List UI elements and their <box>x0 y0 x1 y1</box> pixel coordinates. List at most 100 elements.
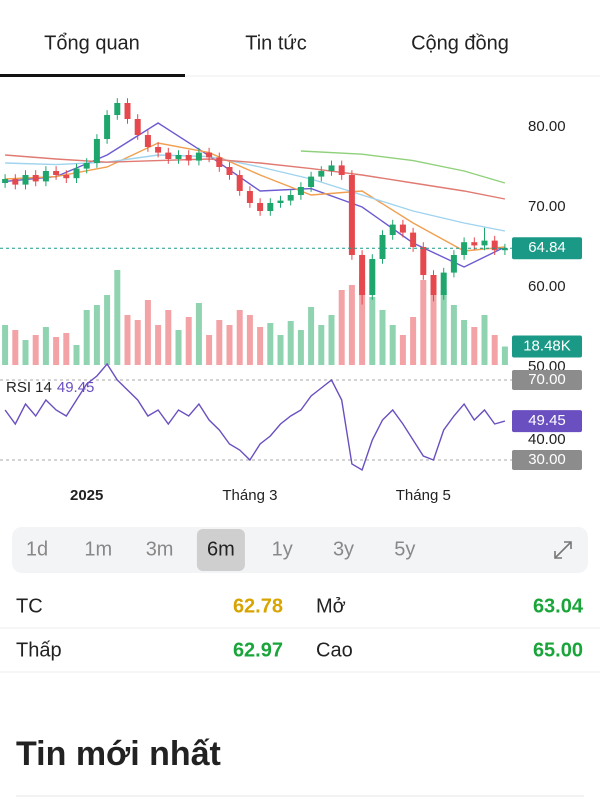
volume-bar <box>348 285 355 365</box>
x-tick-label: Tháng 5 <box>396 487 451 504</box>
volume-bar <box>359 275 366 365</box>
candle-body <box>287 195 294 201</box>
volume-bar <box>461 320 468 365</box>
volume-bar <box>318 325 325 365</box>
expand-icon[interactable] <box>554 541 572 559</box>
moving-average-line <box>5 122 506 268</box>
volume-bar <box>226 325 233 365</box>
candle-body <box>257 203 264 211</box>
rsi-tag-label: 49.45 <box>528 412 566 429</box>
period-selected <box>196 529 245 571</box>
candle-body <box>42 171 49 182</box>
volume-bar <box>440 290 447 365</box>
rsi-level-tag <box>512 450 582 470</box>
period-button[interactable]: 3y <box>333 538 354 560</box>
period-button[interactable]: 1y <box>272 538 293 560</box>
tab[interactable]: Tổng quan <box>44 32 140 54</box>
rsi-tick-label: 40.00 <box>528 431 566 448</box>
volume-bar <box>338 290 345 365</box>
rsi-tag <box>512 410 582 433</box>
volume-tag <box>512 335 582 358</box>
section-title: Tin mới nhất <box>16 735 221 773</box>
volume-bar <box>104 295 111 365</box>
candle-body <box>430 275 437 295</box>
candle-body <box>440 272 447 295</box>
candle-body <box>379 235 386 259</box>
rsi-legend-name: RSI 14 <box>6 379 52 396</box>
period-button[interactable]: 5y <box>394 538 415 560</box>
candle-body <box>410 232 417 247</box>
volume-bar <box>410 317 417 365</box>
volume-bar <box>195 303 202 365</box>
period-button[interactable]: 1d <box>26 538 48 560</box>
candle-body <box>450 255 457 273</box>
volume-bar <box>246 315 253 365</box>
period-button[interactable]: 6m <box>207 538 235 560</box>
candle-body <box>124 103 131 119</box>
candle-body <box>175 155 182 159</box>
volume-bar <box>93 305 100 365</box>
y-tick-label: 60.00 <box>528 278 566 295</box>
stat-label: Mở <box>316 595 346 617</box>
period-button[interactable]: 1m <box>84 538 112 560</box>
tab[interactable]: Tin tức <box>245 32 307 54</box>
volume-bar <box>308 307 315 365</box>
volume-bar <box>471 327 478 365</box>
volume-bar <box>450 305 457 365</box>
candle-body <box>144 135 151 147</box>
period-bar <box>12 527 588 573</box>
stat-value: 62.78 <box>233 595 283 617</box>
volume-bar <box>144 300 151 365</box>
candle-body <box>226 167 233 175</box>
candle-body <box>297 187 304 195</box>
volume-bar <box>165 310 172 365</box>
candle-body <box>491 240 498 251</box>
candle-body <box>236 175 243 191</box>
candle-body <box>104 115 111 139</box>
tab-underline <box>0 74 185 77</box>
volume-bar <box>155 325 162 365</box>
candle-body <box>328 165 335 171</box>
candle-body <box>267 203 274 211</box>
candle-body <box>185 155 192 161</box>
candle-body <box>389 224 396 235</box>
plot-area <box>2 98 508 365</box>
volume-bar <box>2 325 9 365</box>
candle-body <box>399 224 406 233</box>
volume-bar <box>83 310 90 365</box>
candle-body <box>22 175 29 185</box>
stat-value: 63.04 <box>533 595 584 617</box>
volume-bar <box>73 345 80 365</box>
candle-body <box>501 248 508 251</box>
candle-body <box>206 152 213 158</box>
candle-body <box>32 175 39 182</box>
volume-bar <box>32 335 39 365</box>
volume-bar <box>22 340 29 365</box>
candle-body <box>318 171 325 177</box>
candle-body <box>277 200 284 203</box>
volume-bar <box>12 330 19 365</box>
y-tick-label: 80.00 <box>528 118 566 135</box>
candle-body <box>165 152 172 159</box>
candle-body <box>481 240 488 246</box>
rsi-legend-value: 49.45 <box>57 379 95 396</box>
candle-body <box>83 163 90 169</box>
candle-body <box>134 119 141 135</box>
rsi-line <box>4 362 506 472</box>
rsi-tick-label: 30.00 <box>528 451 566 468</box>
moving-average-line <box>5 154 506 232</box>
moving-average-line <box>300 150 506 184</box>
volume-bar <box>501 346 508 365</box>
volume-bar <box>491 335 498 365</box>
candle-body <box>73 168 80 179</box>
volume-bar <box>287 321 294 365</box>
candle-body <box>359 255 366 295</box>
tab[interactable]: Cộng đồng <box>411 32 509 54</box>
moving-average-line <box>5 142 505 252</box>
period-button[interactable]: 3m <box>146 538 174 560</box>
volume-bar <box>257 327 264 365</box>
rsi-legend: RSI 14 49.45 <box>6 379 94 396</box>
price-tag-label: 64.84 <box>528 239 566 256</box>
stat-label: Cao <box>316 639 353 661</box>
